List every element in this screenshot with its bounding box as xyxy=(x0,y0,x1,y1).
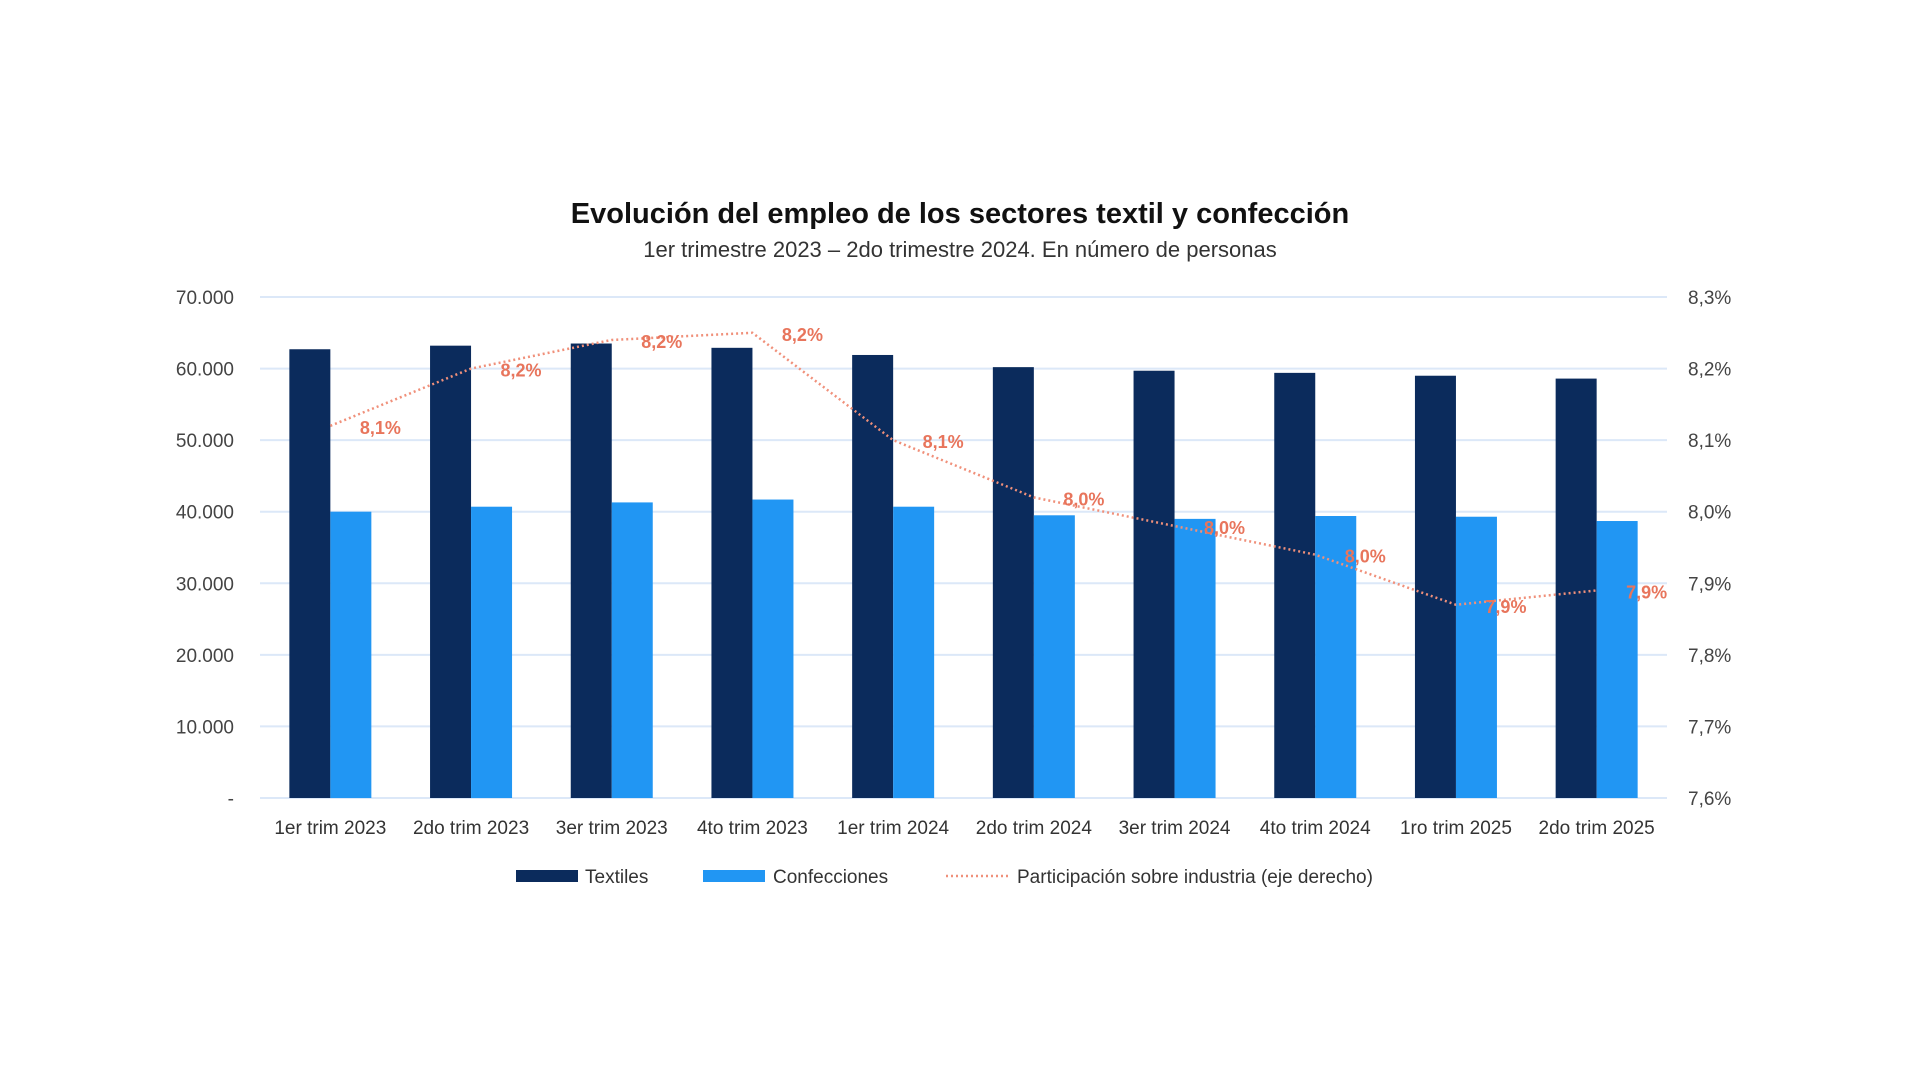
data-label: 8,2% xyxy=(641,332,682,352)
bar-textiles xyxy=(570,343,612,798)
bar-confecciones xyxy=(752,499,794,798)
x-axis: 1er trim 2023 2do trim 2023 3er trim 2023 4… xyxy=(274,818,1654,839)
x-tick-label: 1er trim 2023 xyxy=(274,818,386,839)
data-label: 8,2% xyxy=(501,361,542,381)
left-tick-label: 70.000 xyxy=(176,288,234,309)
left-tick-label: 20.000 xyxy=(176,646,234,667)
bar-textiles xyxy=(1274,372,1316,798)
data-label: 8,1% xyxy=(923,432,964,452)
right-tick-label: 8,3% xyxy=(1688,288,1731,309)
right-tick-label: 7,6% xyxy=(1688,789,1731,810)
x-tick-label: 3er trim 2024 xyxy=(1119,818,1231,839)
left-tick-label: 10.000 xyxy=(176,717,234,738)
x-tick-label: 4to trim 2024 xyxy=(1260,818,1371,839)
data-label: 8,0% xyxy=(1063,489,1104,509)
bar-confecciones xyxy=(1174,518,1216,798)
right-tick-label: 8,2% xyxy=(1688,360,1731,381)
bar-textiles xyxy=(852,354,894,798)
chart-subtitle: 1er trimestre 2023 – 2do trimestre 2024.… xyxy=(643,237,1276,262)
participation-line: 8,1% 8,2% 8,2% 8,2% 8,1% 8,0% 8,0% 8,0% 7,9% 7,9% xyxy=(329,325,1667,617)
x-tick-label: 3er trim 2023 xyxy=(556,818,668,839)
right-axis: 7,6% 7,7% 7,8% 7,9% 8,0% 8,1% 8,2% 8,3% xyxy=(1688,288,1731,810)
left-tick-label: 50.000 xyxy=(176,431,234,452)
left-tick-label: 40.000 xyxy=(176,503,234,524)
legend-label-textiles: Textiles xyxy=(585,867,648,888)
bar-textiles xyxy=(1555,378,1597,798)
bar-confecciones xyxy=(1033,515,1075,798)
bar-textiles xyxy=(1133,370,1175,798)
bar-textiles xyxy=(289,349,331,798)
x-tick-label: 4to trim 2023 xyxy=(697,818,808,839)
x-tick-label: 1ro trim 2025 xyxy=(1400,818,1512,839)
legend: Textiles Confecciones Participación sobre … xyxy=(516,867,1373,888)
chart-title: Evolución del empleo de los sectores tex… xyxy=(571,198,1349,230)
bar-textiles xyxy=(1414,375,1456,798)
bar-confecciones xyxy=(330,511,372,798)
legend-swatch-confecciones xyxy=(703,870,765,882)
right-tick-label: 8,0% xyxy=(1688,503,1731,524)
legend-label-participacion: Participación sobre industria (eje derec… xyxy=(1017,867,1373,888)
data-label: 7,9% xyxy=(1485,597,1526,617)
data-label: 8,0% xyxy=(1204,518,1245,538)
data-label: 8,2% xyxy=(782,325,823,345)
legend-label-confecciones: Confecciones xyxy=(773,867,888,888)
bar-confecciones xyxy=(471,506,513,798)
right-tick-label: 8,1% xyxy=(1688,431,1731,452)
bar-confecciones xyxy=(1455,516,1497,798)
left-tick-label: 60.000 xyxy=(176,360,234,381)
legend-swatch-textiles xyxy=(516,870,578,882)
right-tick-label: 7,9% xyxy=(1688,574,1731,595)
data-label: 8,0% xyxy=(1345,547,1386,567)
data-label: 7,9% xyxy=(1626,582,1667,602)
bar-textiles xyxy=(992,367,1034,798)
data-label: 8,1% xyxy=(360,418,401,438)
left-tick-label: 30.000 xyxy=(176,574,234,595)
left-tick-label: - xyxy=(228,789,234,810)
bar-confecciones xyxy=(1315,516,1357,798)
bars xyxy=(289,343,1638,798)
x-tick-label: 2do trim 2023 xyxy=(413,818,529,839)
x-tick-label: 2do trim 2024 xyxy=(976,818,1093,839)
right-tick-label: 7,8% xyxy=(1688,646,1731,667)
bar-confecciones xyxy=(611,502,653,798)
right-tick-label: 7,7% xyxy=(1688,717,1731,738)
left-axis: - 10.000 20.000 30.000 40.000 50.000 60.000 70.… xyxy=(176,288,234,810)
bar-textiles xyxy=(711,347,753,798)
x-tick-label: 1er trim 2024 xyxy=(837,818,949,839)
bar-textiles xyxy=(430,345,472,798)
bar-confecciones xyxy=(1596,521,1638,798)
bar-confecciones xyxy=(893,506,935,798)
x-tick-label: 2do trim 2025 xyxy=(1539,818,1655,839)
